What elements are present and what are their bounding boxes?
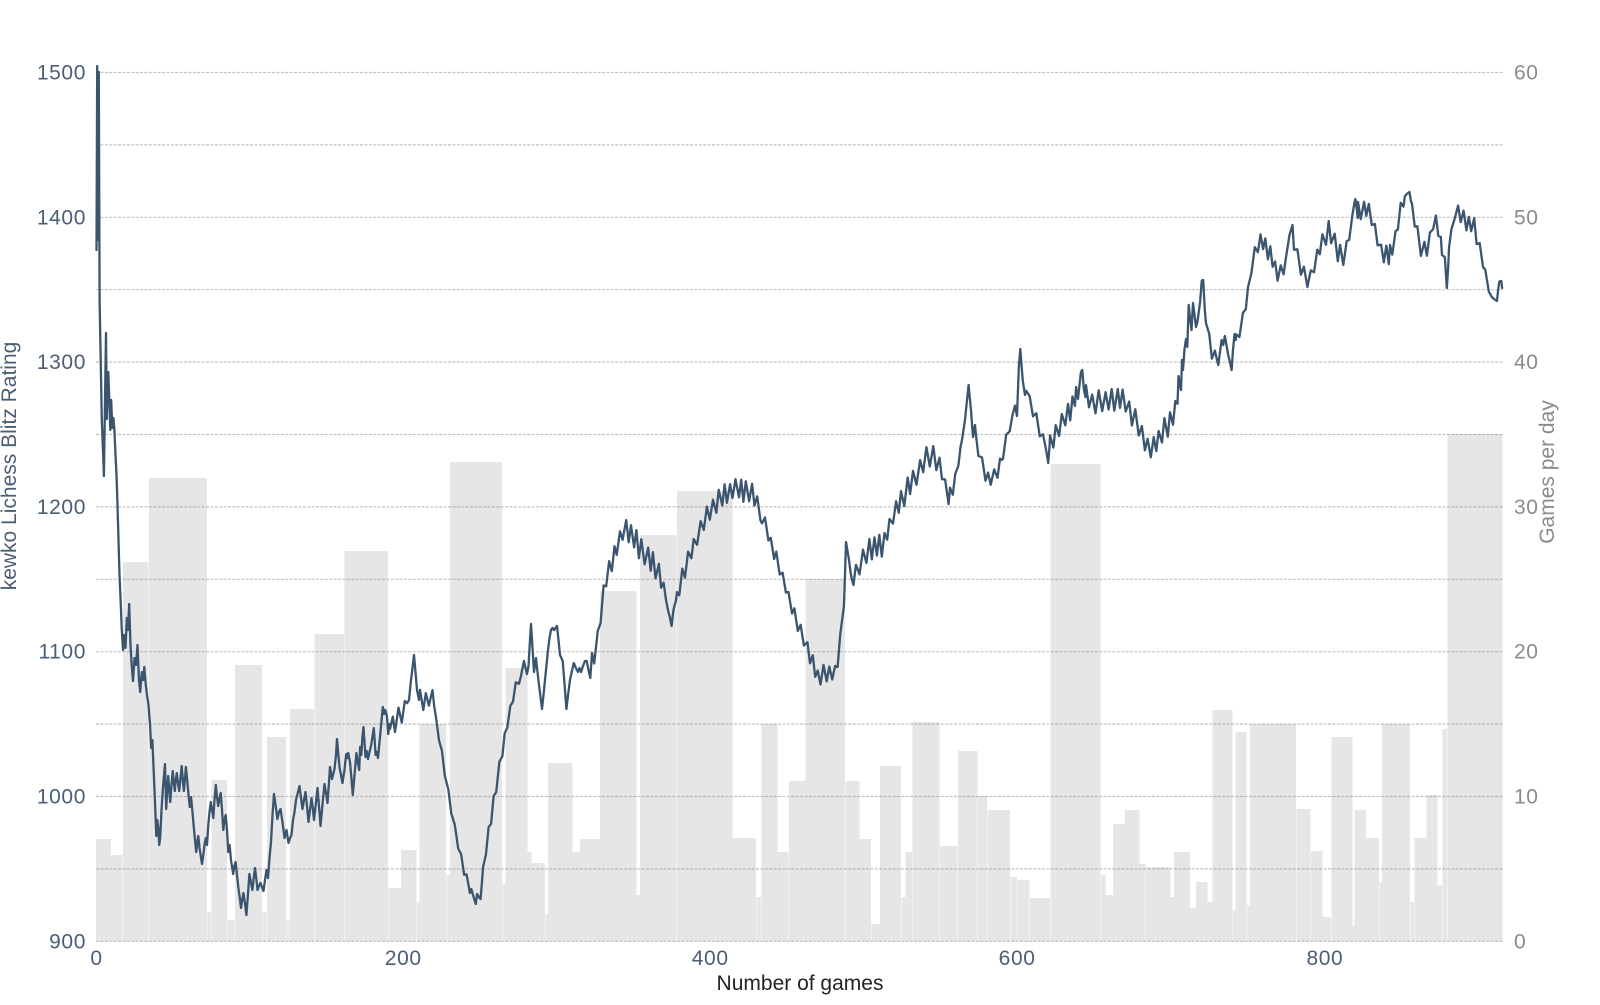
- svg-text:30: 30: [1514, 496, 1539, 519]
- svg-text:kewko Lichess Blitz Rating: kewko Lichess Blitz Rating: [0, 342, 21, 591]
- svg-text:Number of games: Number of games: [717, 972, 884, 995]
- svg-text:20: 20: [1514, 641, 1539, 664]
- svg-text:900: 900: [49, 930, 86, 953]
- svg-text:600: 600: [999, 947, 1036, 970]
- svg-text:800: 800: [1306, 947, 1343, 970]
- svg-text:1200: 1200: [37, 496, 86, 519]
- svg-text:1000: 1000: [37, 786, 86, 809]
- svg-text:1400: 1400: [37, 206, 86, 229]
- svg-text:Games per day: Games per day: [1536, 400, 1559, 544]
- svg-text:0: 0: [90, 947, 102, 970]
- svg-text:1500: 1500: [37, 62, 86, 85]
- svg-text:200: 200: [385, 947, 422, 970]
- svg-text:400: 400: [692, 947, 729, 970]
- svg-text:10: 10: [1514, 786, 1539, 809]
- svg-text:60: 60: [1514, 62, 1539, 85]
- svg-text:1100: 1100: [38, 641, 86, 664]
- svg-text:1300: 1300: [37, 351, 86, 374]
- svg-text:40: 40: [1514, 351, 1539, 374]
- svg-text:50: 50: [1514, 206, 1539, 229]
- svg-text:0: 0: [1514, 930, 1526, 953]
